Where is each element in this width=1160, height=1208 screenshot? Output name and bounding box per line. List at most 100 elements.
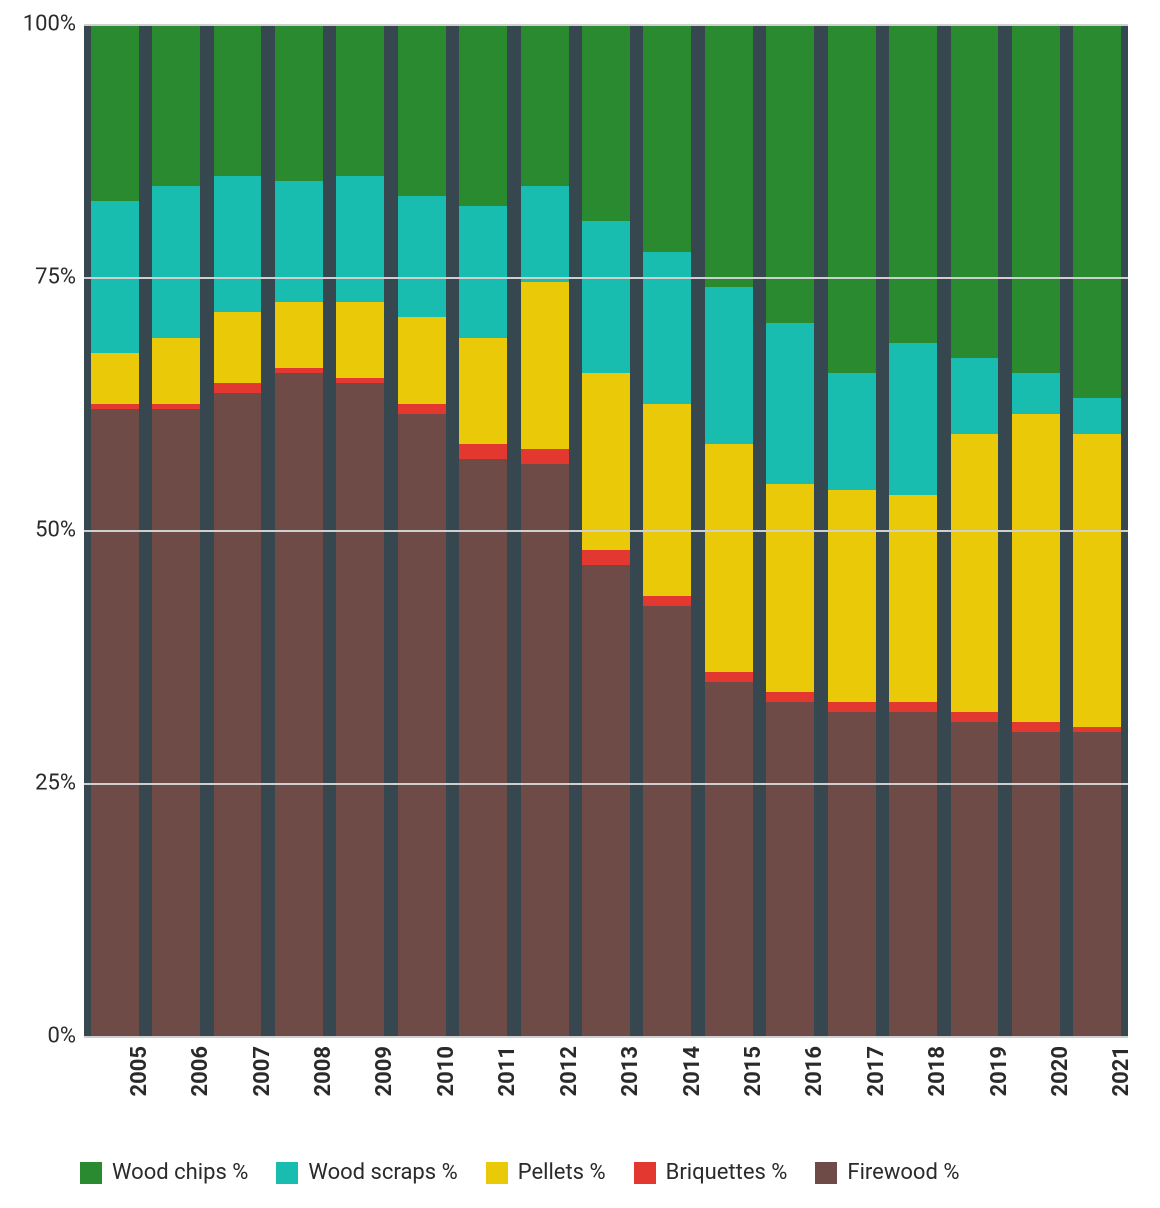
bar-segment-woodscraps — [828, 373, 876, 489]
bar-segment-pellets — [1012, 414, 1060, 723]
bar-segment-woodchips — [582, 24, 630, 221]
bar-segment-pellets — [828, 490, 876, 703]
x-tick-label: 2015 — [741, 1046, 766, 1097]
bar-segment-briquettes — [951, 712, 999, 722]
bar-segment-woodchips — [951, 24, 999, 358]
bar-segment-firewood — [336, 383, 384, 1036]
bar-segment-briquettes — [214, 383, 262, 393]
y-tick-label: 50% — [35, 518, 84, 543]
plot-area: 0%25%50%75%100%2005200620072008200920102… — [84, 24, 1128, 1036]
bar-segment-pellets — [951, 434, 999, 712]
bar-segment-briquettes — [521, 449, 569, 464]
legend-item-pellets: Pellets % — [486, 1160, 606, 1185]
legend-label: Briquettes % — [666, 1160, 788, 1185]
legend-label: Wood chips % — [112, 1160, 248, 1185]
bar-segment-pellets — [643, 404, 691, 596]
x-tick-label: 2018 — [925, 1046, 950, 1097]
bar-segment-pellets — [1073, 434, 1121, 727]
x-tick-label: 2016 — [802, 1046, 827, 1097]
bar-segment-woodscraps — [214, 176, 262, 313]
bar-segment-firewood — [951, 722, 999, 1036]
bar-segment-briquettes — [336, 378, 384, 383]
bar-segment-firewood — [275, 373, 323, 1036]
bar-segment-woodchips — [889, 24, 937, 343]
x-tick-label: 2019 — [987, 1046, 1012, 1097]
bar-segment-briquettes — [889, 702, 937, 712]
bar-segment-woodchips — [643, 24, 691, 252]
x-tick-label: 2014 — [680, 1046, 705, 1097]
bar-segment-pellets — [91, 353, 139, 404]
bar-segment-briquettes — [398, 404, 446, 414]
x-tick-label: 2017 — [864, 1046, 889, 1097]
x-tick-label: 2006 — [188, 1046, 213, 1097]
legend-label: Wood scraps % — [308, 1160, 457, 1185]
bar-segment-woodchips — [828, 24, 876, 373]
legend-item-woodscraps: Wood scraps % — [276, 1160, 457, 1185]
bar-segment-woodscraps — [951, 358, 999, 434]
y-tick-label: 25% — [35, 771, 84, 796]
bar-segment-firewood — [152, 409, 200, 1036]
legend-swatch-woodscraps — [276, 1162, 298, 1184]
y-tick-label: 0% — [48, 1024, 84, 1049]
bar-segment-briquettes — [91, 404, 139, 409]
legend-label: Pellets % — [518, 1160, 606, 1185]
bar-segment-firewood — [889, 712, 937, 1036]
bar-segment-briquettes — [643, 596, 691, 606]
bar-segment-briquettes — [705, 672, 753, 682]
x-tick-label: 2021 — [1109, 1046, 1134, 1097]
bar-segment-firewood — [828, 712, 876, 1036]
x-tick-label: 2020 — [1048, 1046, 1073, 1097]
bar-segment-firewood — [705, 682, 753, 1036]
bar-segment-woodchips — [398, 24, 446, 196]
x-tick-label: 2007 — [250, 1046, 275, 1097]
bar-segment-firewood — [459, 459, 507, 1036]
bar-segment-firewood — [521, 464, 569, 1036]
bar-segment-woodscraps — [336, 176, 384, 303]
x-tick-label: 2005 — [127, 1046, 152, 1097]
bar-segment-pellets — [705, 444, 753, 672]
bar-segment-pellets — [152, 338, 200, 404]
bar-segment-woodchips — [275, 24, 323, 181]
y-tick-label: 100% — [23, 12, 84, 37]
bar-segment-woodscraps — [398, 196, 446, 317]
legend-item-briquettes: Briquettes % — [634, 1160, 788, 1185]
bar-segment-briquettes — [275, 368, 323, 373]
bar-segment-pellets — [889, 495, 937, 702]
x-tick-label: 2013 — [618, 1046, 643, 1097]
bar-segment-briquettes — [1073, 727, 1121, 732]
bar-segment-briquettes — [766, 692, 814, 702]
bar-segment-woodchips — [1073, 24, 1121, 398]
legend-item-woodchips: Wood chips % — [80, 1160, 248, 1185]
bar-segment-woodscraps — [889, 343, 937, 495]
bar-segment-woodchips — [214, 24, 262, 176]
bar-segment-briquettes — [582, 550, 630, 565]
bar-segment-pellets — [521, 282, 569, 449]
bar-segment-firewood — [643, 606, 691, 1036]
gridline — [84, 783, 1128, 785]
bar-segment-firewood — [766, 702, 814, 1036]
legend-swatch-firewood — [815, 1162, 837, 1184]
bar-segment-woodscraps — [1012, 373, 1060, 413]
bar-segment-pellets — [766, 484, 814, 691]
bar-segment-woodscraps — [766, 323, 814, 485]
bar-segment-woodchips — [459, 24, 507, 206]
legend-item-firewood: Firewood % — [815, 1160, 959, 1185]
x-tick-label: 2009 — [372, 1046, 397, 1097]
bar-segment-woodscraps — [459, 206, 507, 338]
bar-segment-firewood — [582, 565, 630, 1036]
bar-segment-woodchips — [705, 24, 753, 287]
bar-segment-woodscraps — [582, 221, 630, 373]
bar-segment-firewood — [91, 409, 139, 1036]
legend-label: Firewood % — [847, 1160, 959, 1185]
bar-segment-pellets — [214, 312, 262, 383]
bar-segment-briquettes — [828, 702, 876, 712]
stacked-bar-chart: 0%25%50%75%100%2005200620072008200920102… — [0, 0, 1160, 1208]
bar-segment-firewood — [398, 414, 446, 1036]
bar-segment-woodchips — [336, 24, 384, 176]
x-tick-label: 2012 — [557, 1046, 582, 1097]
x-tick-label: 2008 — [311, 1046, 336, 1097]
bar-segment-pellets — [336, 302, 384, 378]
bar-segment-pellets — [582, 373, 630, 550]
gridline — [84, 24, 1128, 26]
gridline — [84, 530, 1128, 532]
